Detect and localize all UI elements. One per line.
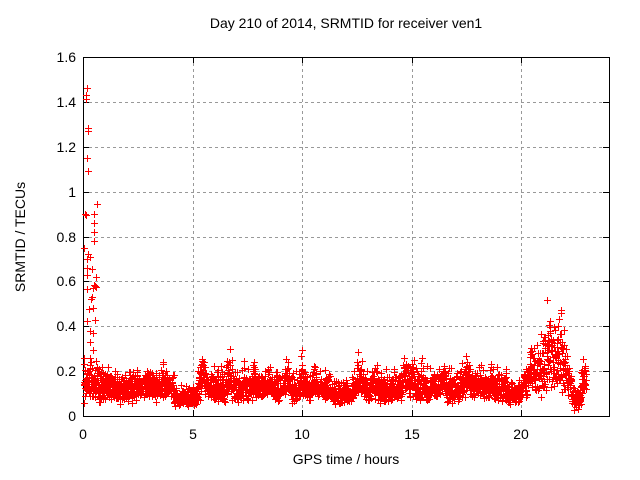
x-tick-label: 10 bbox=[294, 426, 310, 442]
y-tick-label: 1 bbox=[68, 184, 76, 200]
y-tick-label: 0.8 bbox=[57, 229, 77, 245]
chart-title: Day 210 of 2014, SRMTID for receiver ven… bbox=[209, 15, 483, 31]
x-tick-label: 15 bbox=[404, 426, 420, 442]
x-tick-label: 5 bbox=[189, 426, 197, 442]
plot-border bbox=[83, 57, 610, 417]
x-tick-label: 0 bbox=[79, 426, 87, 442]
data-points-series bbox=[81, 85, 590, 414]
x-axis-label: GPS time / hours bbox=[292, 451, 400, 467]
y-tick-label: 0 bbox=[68, 408, 76, 424]
x-tick-label: 20 bbox=[513, 426, 529, 442]
y-tick-label: 1.4 bbox=[57, 94, 77, 110]
y-tick-label: 0.4 bbox=[57, 318, 77, 334]
y-tick-label: 1.2 bbox=[57, 139, 77, 155]
y-tick-label: 1.6 bbox=[57, 49, 77, 65]
y-tick-label: 0.6 bbox=[57, 273, 77, 289]
y-axis-label: SRMTID / TECUs bbox=[12, 181, 28, 293]
y-tick-label: 0.2 bbox=[57, 363, 77, 379]
